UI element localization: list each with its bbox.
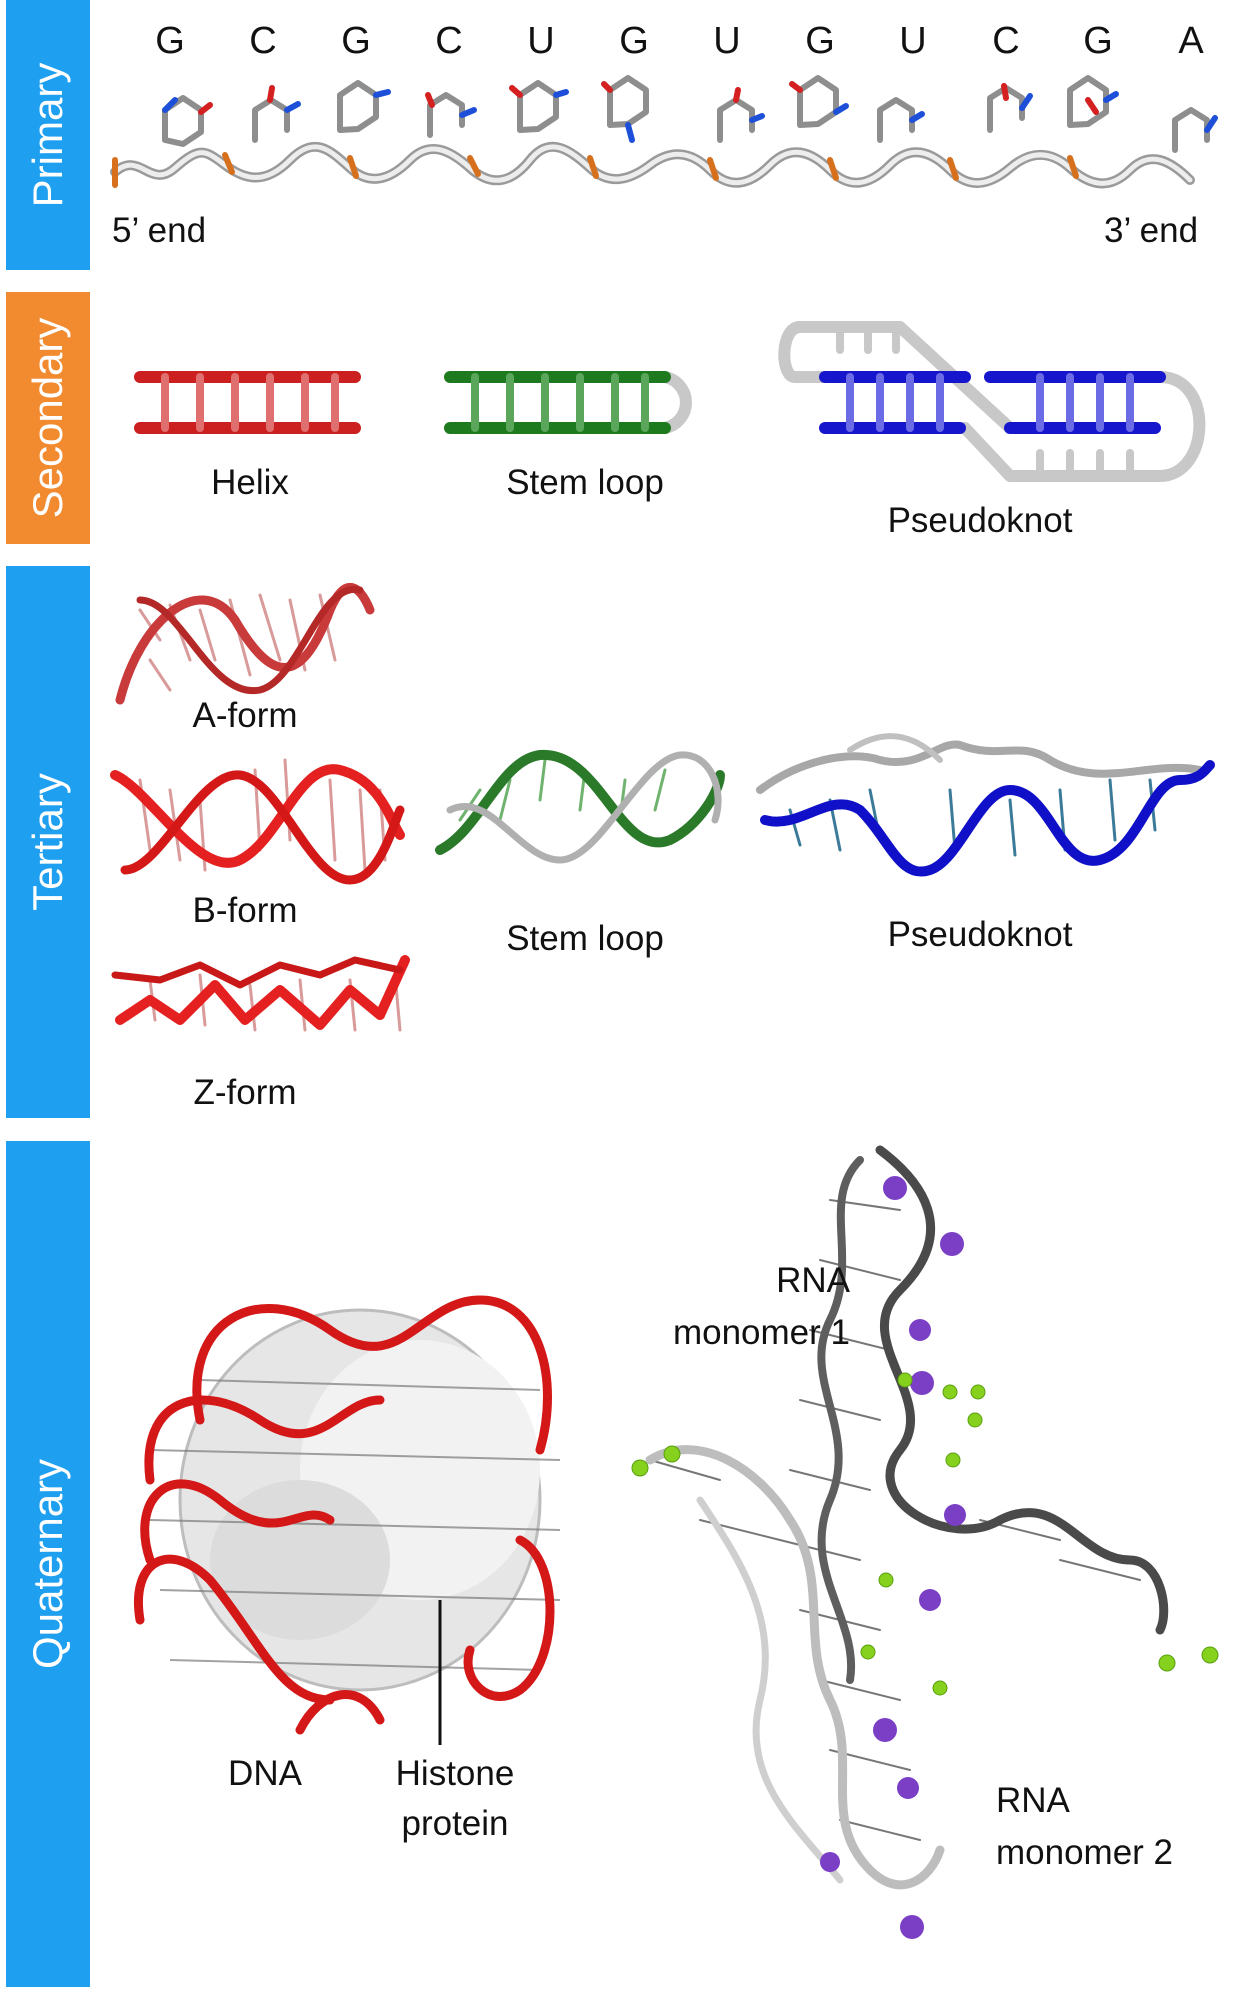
rna-monomer-2-label-line2: monomer 2 bbox=[996, 1833, 1174, 1872]
primary-molecule bbox=[110, 75, 1218, 189]
helix-label: Helix bbox=[211, 463, 289, 502]
quaternary-bar: Quaternary bbox=[6, 1141, 90, 1987]
three-prime-end-label: 3’ end bbox=[1104, 211, 1199, 250]
tertiary-pseudoknot-label: Pseudoknot bbox=[887, 915, 1073, 954]
five-prime-end-label: 5’ end bbox=[112, 211, 207, 250]
tertiary-pseudoknot-structure bbox=[756, 733, 1215, 877]
rna-monomer-1-label-line2: monomer 1 bbox=[672, 1313, 850, 1352]
stem-loop-diagram bbox=[444, 371, 692, 434]
histone-label-line2: protein bbox=[401, 1804, 509, 1843]
a-form-label: A-form bbox=[192, 696, 298, 735]
pseudoknot-label: Pseudoknot bbox=[887, 501, 1073, 540]
stem-loop-label: Stem loop bbox=[506, 463, 664, 502]
b-form-structure bbox=[110, 758, 405, 885]
pseudoknot-diagram bbox=[778, 321, 1206, 482]
nucleotide-letter: G bbox=[805, 20, 835, 62]
helix-diagram bbox=[134, 371, 361, 434]
nucleotide-letter: C bbox=[435, 20, 463, 62]
tertiary-stem-loop-structure bbox=[435, 749, 725, 864]
rna-monomer-2-label-line1: RNA bbox=[996, 1781, 1070, 1820]
nucleotide-letter: G bbox=[1083, 20, 1113, 62]
nucleotide-letter: G bbox=[619, 20, 649, 62]
b-form-label: B-form bbox=[192, 891, 298, 930]
nucleotide-letter: U bbox=[713, 20, 741, 62]
nucleotide-letter: G bbox=[341, 20, 371, 62]
histone-label-line1: Histone bbox=[395, 1754, 515, 1793]
tertiary-bar: Tertiary bbox=[6, 566, 90, 1118]
nucleotide-letter: U bbox=[527, 20, 555, 62]
tertiary-stem-loop-label: Stem loop bbox=[506, 919, 664, 958]
z-form-structure bbox=[111, 955, 410, 1032]
rna-monomer-1-label-line1: RNA bbox=[776, 1261, 850, 1300]
nucleotide-letter: A bbox=[1178, 20, 1204, 62]
nucleotide-letter: C bbox=[992, 20, 1020, 62]
nucleotide-letter: U bbox=[899, 20, 927, 62]
nucleotide-letter: C bbox=[249, 20, 277, 62]
nucleotide-letter: G bbox=[155, 20, 185, 62]
secondary-bar: Secondary bbox=[6, 292, 90, 544]
a-form-structure bbox=[115, 583, 375, 705]
dna-label: DNA bbox=[228, 1754, 302, 1793]
primary-bar: Primary bbox=[6, 0, 90, 270]
z-form-label: Z-form bbox=[193, 1073, 297, 1112]
